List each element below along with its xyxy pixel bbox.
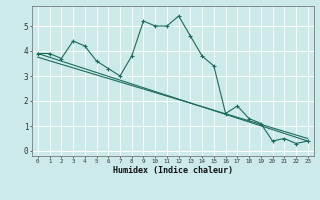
X-axis label: Humidex (Indice chaleur): Humidex (Indice chaleur) xyxy=(113,166,233,175)
